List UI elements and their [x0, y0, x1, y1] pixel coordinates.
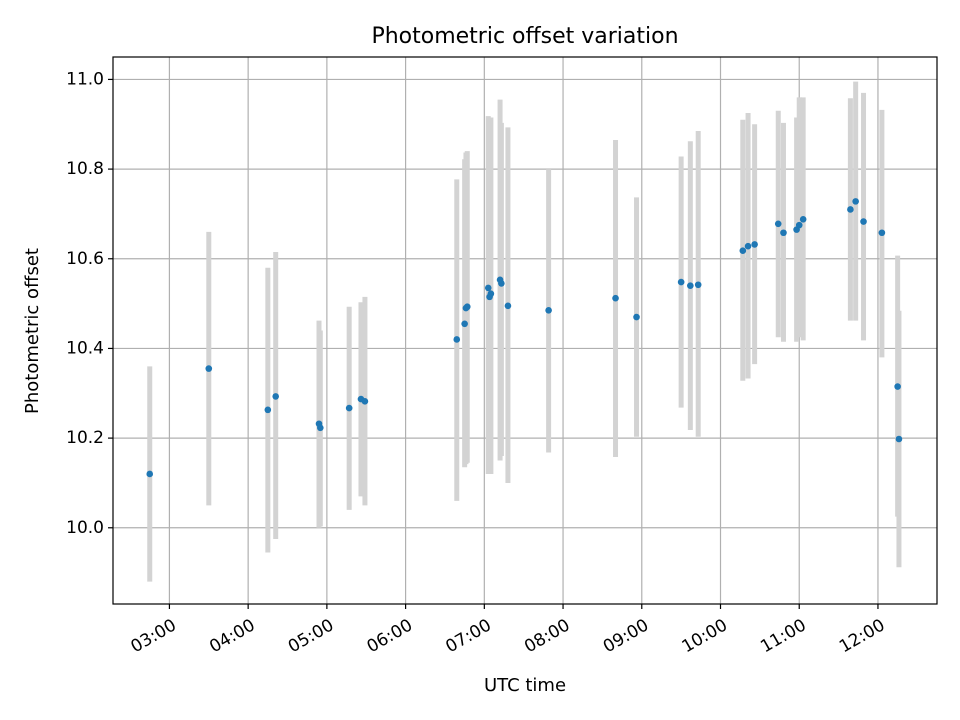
data-point	[677, 278, 685, 286]
y-tick-label: 11.0	[66, 69, 104, 89]
data-point	[633, 313, 640, 321]
data-point	[852, 198, 859, 205]
data-point	[687, 282, 694, 289]
chart-title: Photometric offset variation	[371, 24, 678, 49]
data-point	[774, 220, 782, 228]
data-point	[739, 247, 747, 254]
data-point	[205, 365, 213, 372]
data-point	[498, 280, 505, 287]
data-point	[878, 229, 886, 237]
data-point	[317, 424, 324, 432]
data-point	[504, 302, 512, 310]
data-point	[272, 393, 280, 400]
data-point	[795, 221, 803, 229]
data-point	[751, 241, 758, 248]
data-point	[484, 284, 492, 292]
data-point	[894, 383, 901, 390]
data-point	[744, 242, 752, 250]
data-point	[780, 229, 787, 237]
y-axis-label: Photometric offset	[22, 248, 43, 414]
data-point	[694, 281, 702, 289]
data-point	[545, 307, 552, 314]
y-tick-label: 10.8	[66, 159, 104, 179]
data-points	[146, 198, 903, 478]
data-point	[361, 398, 369, 405]
data-point	[612, 294, 619, 302]
y-tick-label: 10.6	[66, 249, 104, 269]
data-point	[463, 303, 471, 311]
data-point	[453, 336, 461, 343]
plot-frame	[112, 56, 938, 605]
data-point	[487, 290, 495, 298]
data-point	[895, 435, 903, 443]
plot-area	[113, 57, 937, 604]
data-point	[860, 218, 867, 225]
data-point	[461, 320, 468, 328]
y-tick-label: 10.4	[66, 338, 104, 358]
y-tick-label: 10.0	[66, 518, 104, 538]
y-tick-label: 10.2	[66, 428, 104, 448]
data-point	[799, 216, 807, 223]
data-point	[345, 404, 353, 412]
data-point	[847, 206, 854, 213]
data-point	[264, 406, 272, 414]
data-point	[146, 470, 154, 478]
x-axis-label: UTC time	[484, 675, 566, 696]
